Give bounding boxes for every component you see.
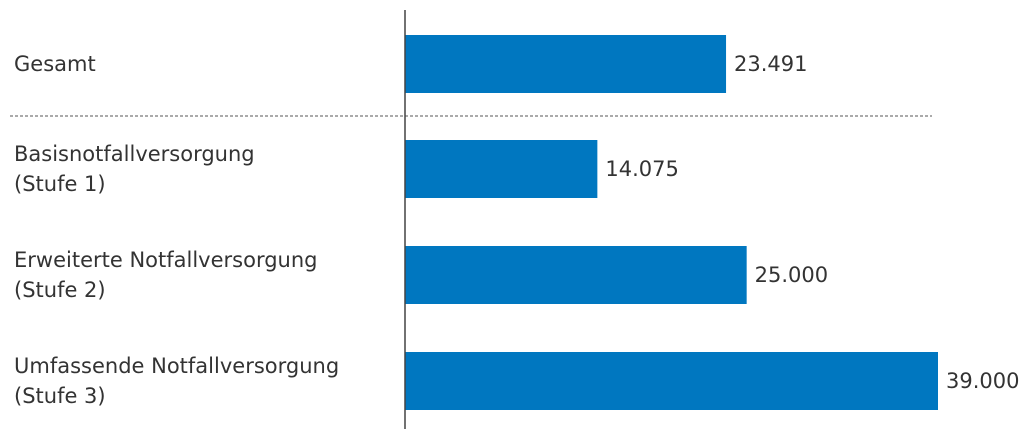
bar (405, 246, 747, 304)
value-label: 39.000 (946, 369, 1019, 393)
value-label: 14.075 (605, 157, 678, 181)
category-label: Basisnotfallversorgung (Stufe 1) (14, 142, 255, 196)
category-label: Gesamt (14, 52, 96, 76)
bar (405, 140, 598, 198)
value-label: 23.491 (734, 52, 807, 76)
value-label: 25.000 (755, 263, 828, 287)
category-label: Umfassende Notfallversorgung (Stufe 3) (14, 354, 340, 408)
bar (405, 352, 938, 410)
category-label: Erweiterte Notfallversorgung (Stufe 2) (14, 248, 318, 302)
bar (405, 35, 727, 93)
